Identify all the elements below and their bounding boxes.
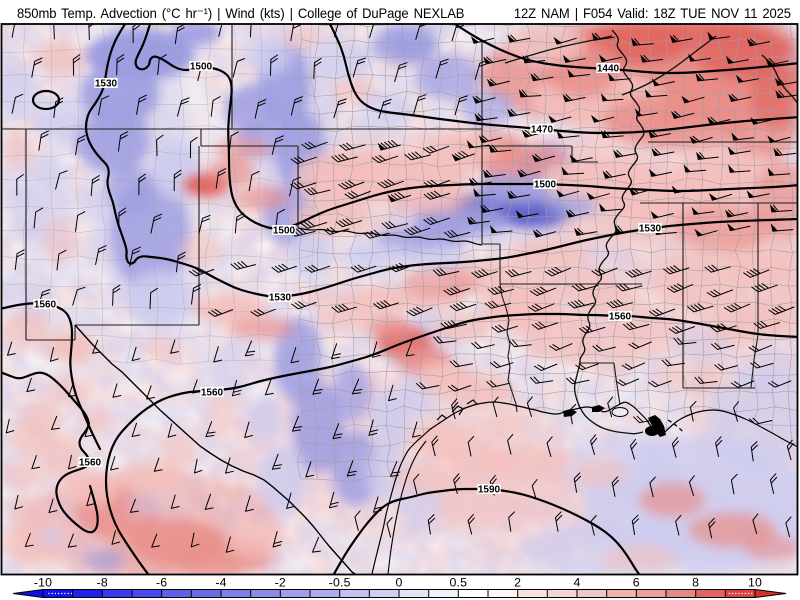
svg-text:4: 4 (573, 576, 580, 590)
svg-text:1530: 1530 (95, 79, 118, 90)
svg-text:-2: -2 (275, 576, 286, 590)
svg-text:1560: 1560 (34, 300, 57, 311)
svg-text:1560: 1560 (201, 388, 224, 399)
svg-text:-10: -10 (34, 576, 52, 590)
svg-text:1500: 1500 (534, 180, 557, 191)
svg-text:1530: 1530 (639, 224, 662, 235)
svg-text:8: 8 (692, 576, 699, 590)
svg-text:1590: 1590 (478, 485, 501, 496)
svg-text:6: 6 (633, 576, 640, 590)
svg-text:1560: 1560 (609, 312, 632, 323)
svg-text:-4: -4 (215, 576, 226, 590)
svg-text:0.5: 0.5 (449, 576, 467, 590)
svg-text:-8: -8 (97, 576, 108, 590)
svg-text:-0.5: -0.5 (329, 576, 351, 590)
svg-text:1530: 1530 (269, 293, 292, 304)
svg-text:1560: 1560 (79, 458, 102, 469)
svg-text:0: 0 (395, 576, 402, 590)
svg-text:1440: 1440 (597, 64, 620, 75)
svg-text:-6: -6 (156, 576, 167, 590)
svg-text:10: 10 (748, 576, 762, 590)
svg-text:1500: 1500 (273, 226, 296, 237)
svg-text:2: 2 (514, 576, 521, 590)
svg-text:1470: 1470 (531, 125, 554, 136)
svg-text:1500: 1500 (190, 62, 213, 73)
